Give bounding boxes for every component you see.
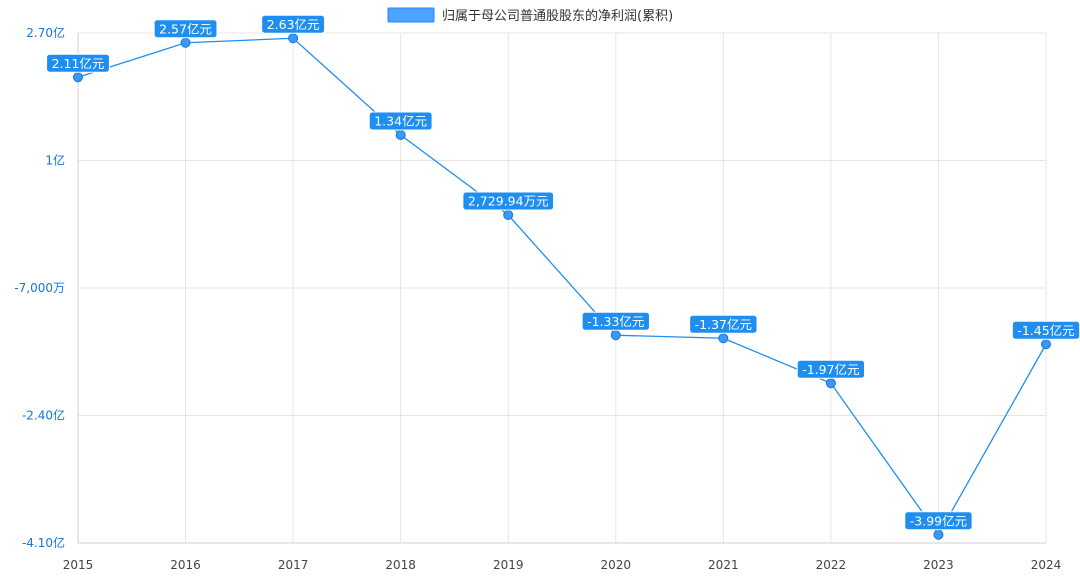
data-label: 2,729.94万元: [462, 191, 555, 211]
x-tick-label: 2021: [708, 558, 739, 572]
gridlines: [77, 32, 1047, 544]
data-point[interactable]: [180, 37, 191, 48]
x-tick-label: 2023: [923, 558, 954, 572]
data-point[interactable]: [825, 378, 836, 389]
legend-label: 归属于母公司普通股股东的净利润(累积): [442, 8, 673, 24]
data-label: -1.45亿元: [1011, 320, 1080, 340]
data-label: 1.34亿元: [368, 111, 433, 131]
y-axis-ticks: 2.70亿 1亿 -7,000万 -2.40亿 -4.10亿: [14, 25, 65, 550]
data-label: -1.97亿元: [796, 359, 866, 379]
data-label: -3.99亿元: [904, 511, 973, 531]
x-tick-label: 2022: [816, 558, 847, 572]
x-tick-label: 2015: [63, 558, 94, 572]
data-label: 2.11亿元: [46, 53, 110, 73]
data-point[interactable]: [73, 72, 83, 83]
data-label-text: -1.45亿元: [1017, 323, 1074, 338]
data-label-text: 2.57亿元: [159, 21, 212, 36]
data-label-text: 2.63亿元: [267, 17, 320, 32]
x-tick-label: 2018: [385, 558, 416, 572]
x-tick-label: 2017: [278, 558, 309, 572]
data-label-text: 2,729.94万元: [468, 194, 549, 209]
data-label: 2.63亿元: [261, 14, 326, 34]
x-axis-ticks: 2015 2016 2017 2018 2019 2020 2021 2022 2023 2024: [63, 558, 1062, 572]
data-label-text: 2.11亿元: [52, 56, 105, 71]
data-label-text: -1.33亿元: [587, 314, 644, 329]
data-point[interactable]: [395, 130, 406, 140]
x-tick-label: 2020: [601, 558, 632, 572]
data-label-text: -1.97亿元: [802, 362, 859, 377]
legend-swatch: [387, 7, 435, 23]
data-label-text: -3.99亿元: [910, 513, 967, 528]
axes: [77, 33, 1046, 544]
x-tick-label: 2024: [1031, 558, 1062, 572]
data-labels: 2.11亿元 2.57亿元 2.63亿元 1.34亿元 2,729.94万元 -1.33亿…: [46, 14, 1080, 531]
data-point[interactable]: [1041, 339, 1051, 350]
y-tick-label: -2.40亿: [22, 408, 65, 423]
data-label-text: 1.34亿元: [374, 114, 427, 129]
data-point[interactable]: [718, 333, 729, 344]
data-label: -1.33亿元: [581, 311, 650, 331]
data-label: 2.57亿元: [153, 19, 218, 39]
y-tick-label: 2.70亿: [26, 25, 65, 40]
legend[interactable]: 归属于母公司普通股股东的净利润(累积): [387, 7, 673, 24]
series: [73, 33, 1051, 540]
data-point[interactable]: [503, 210, 514, 221]
x-tick-label: 2016: [170, 558, 201, 572]
data-point[interactable]: [933, 529, 944, 540]
y-tick-label: 1亿: [45, 153, 65, 168]
data-point[interactable]: [288, 33, 299, 44]
series-line: [77, 37, 1047, 536]
y-tick-label: -4.10亿: [22, 535, 65, 550]
data-label-text: -1.37亿元: [695, 317, 752, 332]
y-tick-label: -7,000万: [14, 281, 65, 295]
data-label: -1.37亿元: [689, 314, 758, 334]
data-point[interactable]: [610, 330, 621, 341]
x-tick-label: 2019: [493, 558, 524, 572]
